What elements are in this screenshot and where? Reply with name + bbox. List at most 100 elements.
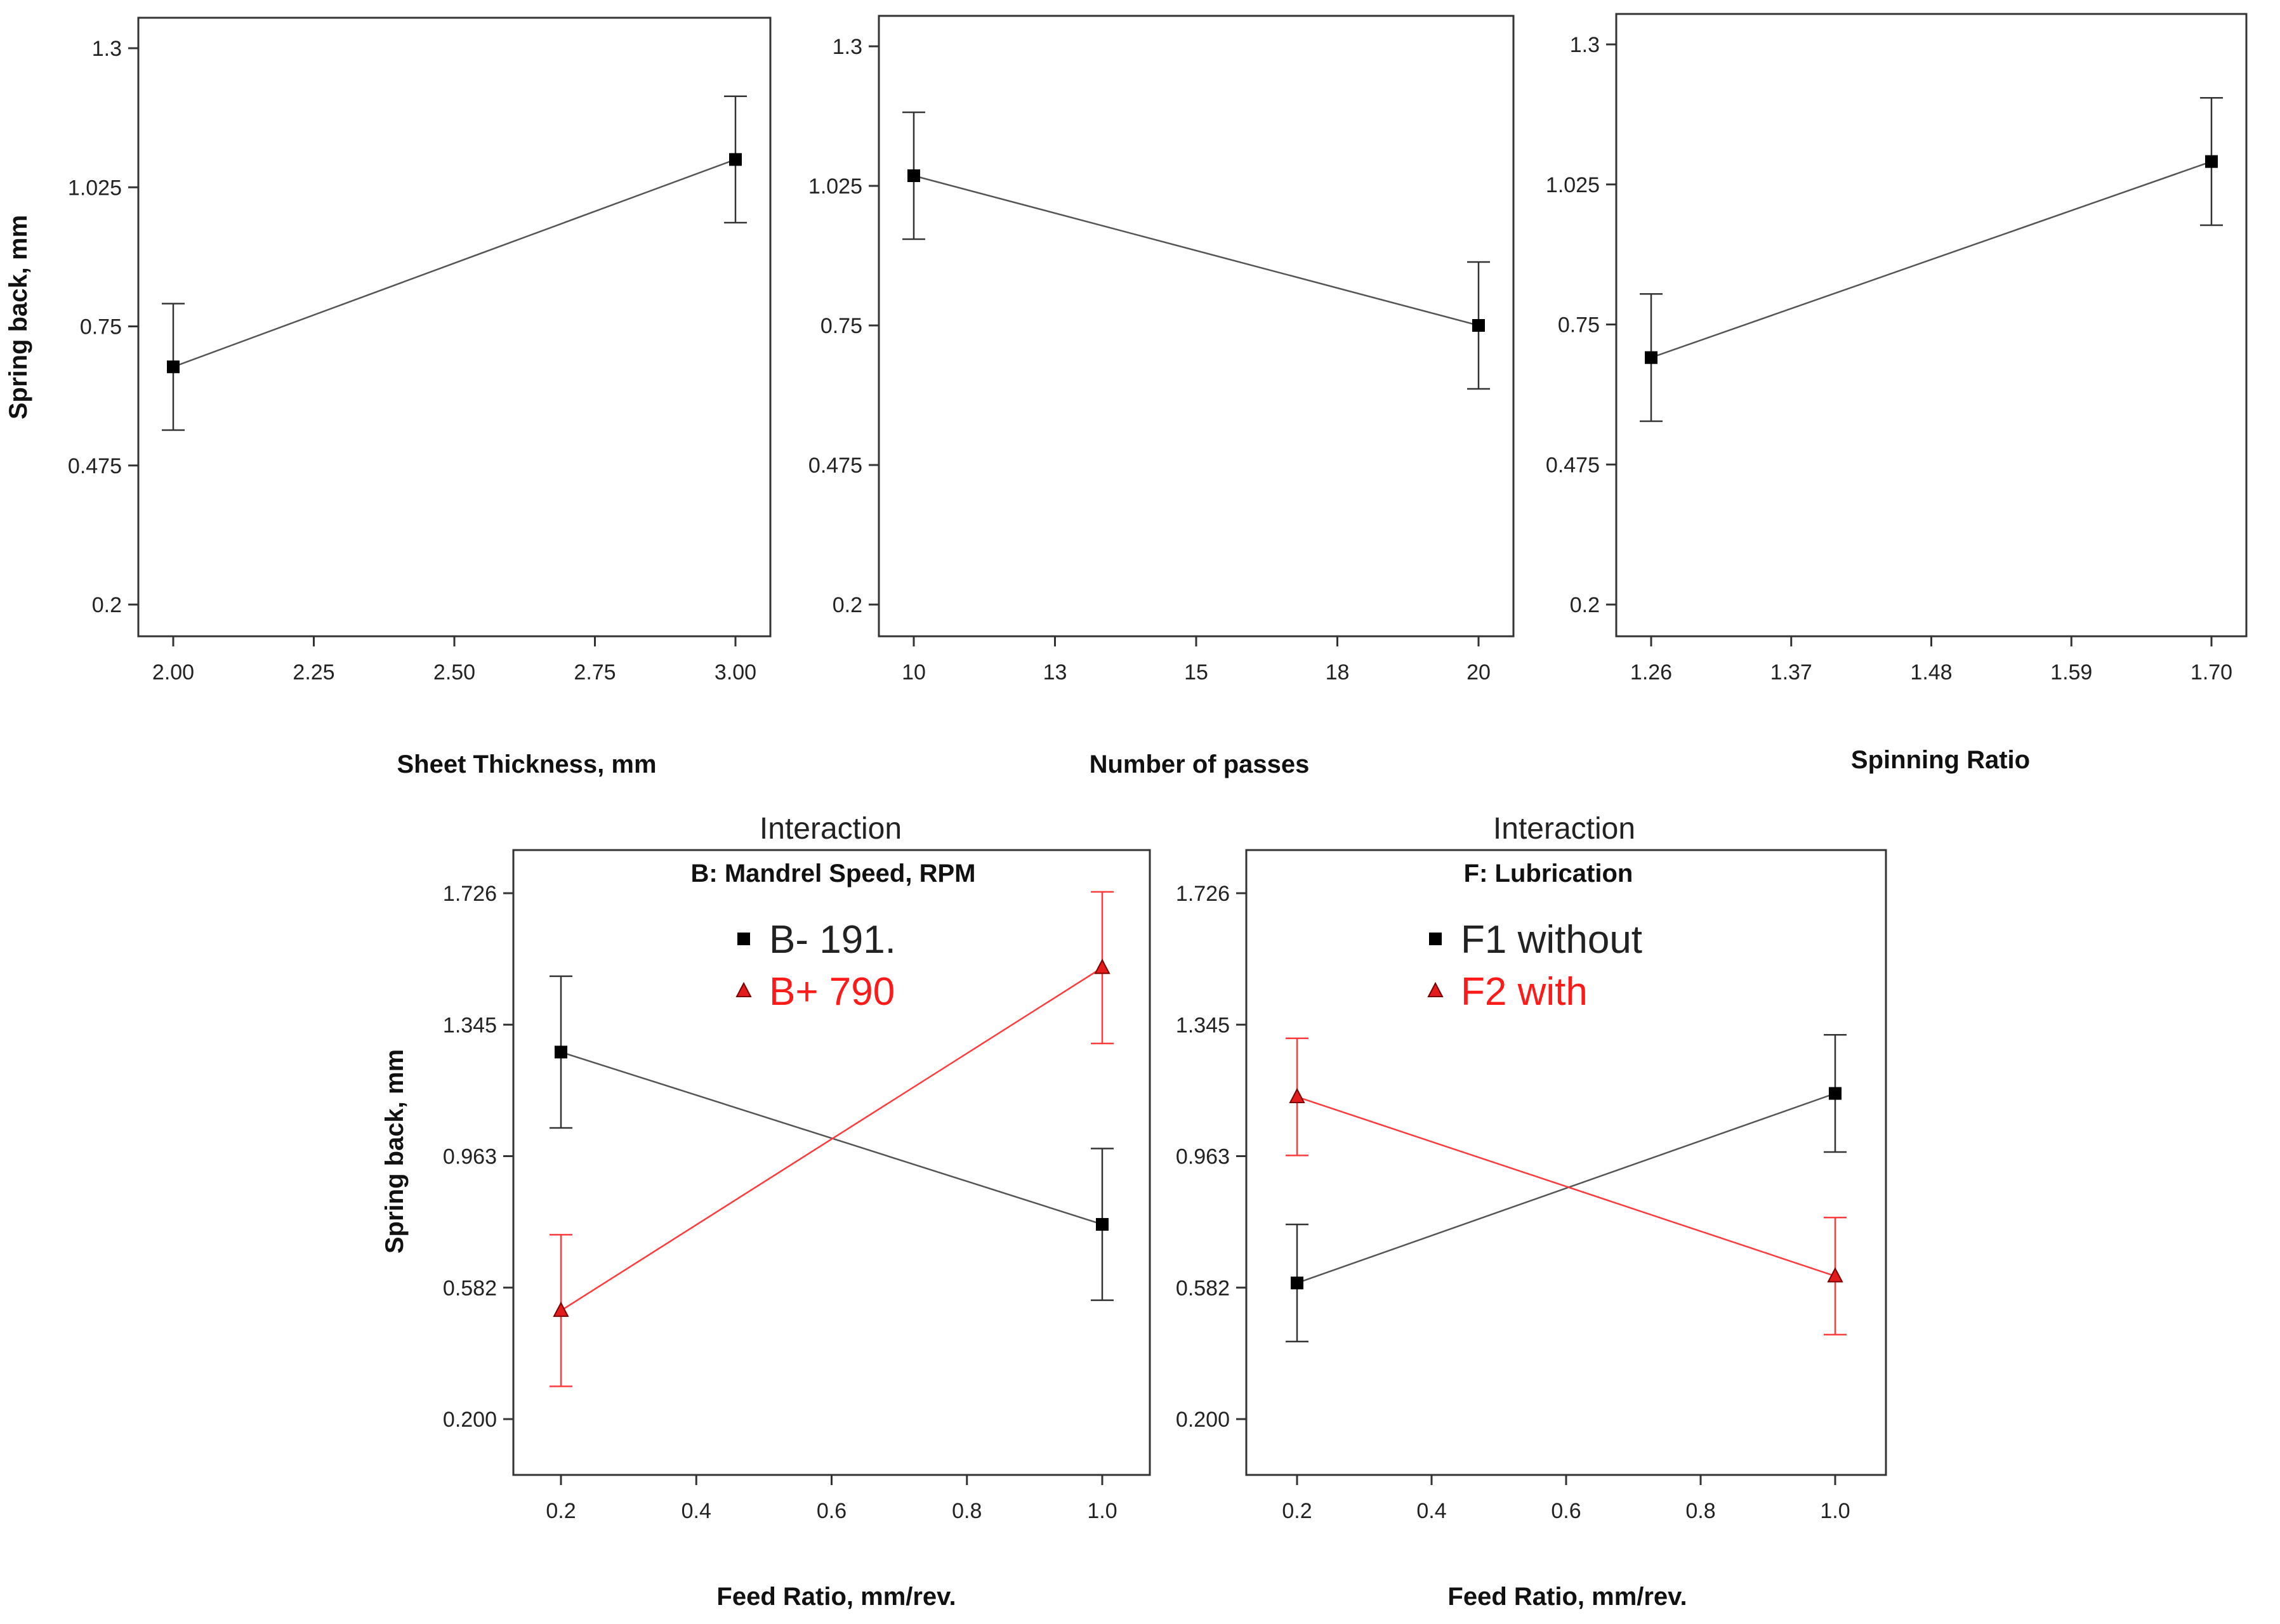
legend-marker — [1427, 981, 1444, 997]
x-axis-label: Feed Ratio, mm/rev. — [1447, 1583, 1687, 1611]
data-point-marker — [729, 153, 742, 166]
y-tick-label: 0.75 — [80, 315, 122, 339]
factor-subtitle: B: Mandrel Speed, RPM — [691, 860, 976, 887]
y-tick-label: 0.2 — [833, 593, 862, 617]
series-1 — [902, 111, 1490, 390]
legend-marker — [1429, 933, 1442, 945]
x-tick-label: 0.6 — [817, 1499, 847, 1523]
data-point-marker — [1645, 351, 1657, 364]
y-tick-label: 0.200 — [1176, 1408, 1230, 1432]
y-tick-label: 0.475 — [808, 454, 862, 478]
data-point-marker — [555, 1045, 567, 1059]
series-1 — [1640, 97, 2223, 422]
x-tick-label: 1.70 — [2191, 660, 2232, 684]
data-point-marker — [553, 1301, 569, 1317]
y-tick-label: 0.963 — [1176, 1145, 1230, 1169]
y-tick-label: 1.726 — [1176, 882, 1230, 906]
x-tick-label: 20 — [1466, 660, 1491, 684]
y-tick-label: 1.345 — [1176, 1013, 1230, 1037]
x-tick-label: 0.4 — [682, 1499, 711, 1523]
y-tick-label: 0.2 — [92, 593, 122, 617]
data-point-marker — [907, 169, 920, 182]
series-line — [1296, 1096, 1836, 1277]
x-tick-label: 13 — [1043, 660, 1067, 684]
y-tick-label: 0.963 — [443, 1145, 497, 1169]
chart-panel-1: 0.2 0.475 0.75 1.025 1.3 2.00 2.25 2.50 2.75 3.00… — [4, 16, 772, 778]
x-axis-label: Number of passes — [1090, 750, 1310, 778]
y-tick-label: 0.475 — [68, 454, 122, 478]
x-tick-label: 0.6 — [1551, 1499, 1581, 1523]
series-2 — [550, 891, 1114, 1387]
legend-marker — [735, 981, 752, 997]
data-point-marker — [1291, 1276, 1303, 1290]
series-line — [173, 159, 736, 368]
series-line — [560, 967, 1103, 1311]
data-point-marker — [1472, 319, 1485, 332]
y-tick-label: 1.3 — [92, 37, 122, 61]
chart-panel-2: 0.2 0.475 0.75 1.025 1.3 10 13 15 18 20 Number of … — [808, 15, 1515, 778]
x-tick-label: 3.00 — [715, 660, 756, 684]
x-tick-label: 1.0 — [1820, 1499, 1850, 1523]
x-axis-label: Feed Ratio, mm/rev. — [716, 1583, 956, 1611]
y-tick-label: 1.025 — [68, 176, 122, 200]
legend-marker — [737, 933, 750, 945]
y-tick-label: 0.200 — [443, 1408, 497, 1432]
legend-label: F1 without — [1461, 918, 1642, 962]
y-axis-label: Spring back, mm — [4, 215, 32, 419]
series-line — [1651, 160, 2212, 358]
legend-label: B- 191. — [769, 918, 896, 962]
y-tick-label: 1.025 — [808, 174, 862, 199]
legend-label: F2 with — [1461, 970, 1588, 1014]
x-tick-label: 2.75 — [574, 660, 616, 684]
x-tick-label: 1.59 — [2050, 660, 2092, 684]
x-tick-label: 0.2 — [546, 1499, 576, 1523]
y-tick-label: 1.726 — [443, 882, 497, 906]
plot-frame — [1615, 13, 2248, 638]
x-tick-label: 10 — [902, 660, 926, 684]
series-2 — [1286, 1037, 1847, 1336]
interaction-title: Interaction — [760, 812, 902, 846]
x-tick-label: 2.25 — [293, 660, 334, 684]
x-tick-label: 1.26 — [1630, 660, 1672, 684]
data-point-marker — [2205, 155, 2218, 168]
series-1 — [1286, 1034, 1847, 1343]
x-tick-label: 18 — [1326, 660, 1350, 684]
chart-panel-4: 0.200 0.582 0.963 1.345 1.726 0.2 0.4 0.6 0.8 1.0… — [381, 812, 1151, 1611]
chart-panel-3: 0.2 0.475 0.75 1.025 1.3 1.26 1.37 1.48 1.59 1.70… — [1546, 13, 2248, 774]
plot-frame — [878, 15, 1515, 638]
x-tick-label: 0.8 — [952, 1499, 982, 1523]
x-tick-label: 0.4 — [1416, 1499, 1446, 1523]
chart-panel-5: 0.200 0.582 0.963 1.345 1.726 0.2 0.4 0.6 0.8 1.0… — [1176, 812, 1887, 1611]
x-tick-label: 15 — [1184, 660, 1208, 684]
data-point-marker — [1289, 1087, 1305, 1104]
y-tick-label: 0.2 — [1570, 593, 1600, 617]
y-tick-label: 1.025 — [1546, 173, 1600, 197]
series-line — [1296, 1092, 1836, 1284]
y-axis-label: Spring back, mm — [381, 1049, 409, 1254]
y-tick-label: 0.75 — [820, 314, 862, 338]
plot-frame — [137, 16, 772, 638]
x-axis-label: Spinning Ratio — [1851, 746, 2030, 774]
factor-subtitle: F: Lubrication — [1464, 860, 1633, 887]
y-tick-label: 0.75 — [1558, 313, 1600, 337]
x-tick-label: 2.00 — [152, 660, 194, 684]
y-tick-label: 0.582 — [443, 1276, 497, 1300]
x-axis-label: Sheet Thickness, mm — [397, 750, 656, 778]
x-tick-label: 0.2 — [1282, 1499, 1312, 1523]
series-1 — [162, 95, 747, 431]
x-tick-label: 0.8 — [1685, 1499, 1715, 1523]
x-tick-label: 2.50 — [433, 660, 475, 684]
data-point-marker — [1827, 1267, 1843, 1283]
y-tick-label: 0.582 — [1176, 1276, 1230, 1300]
data-point-marker — [167, 360, 180, 374]
data-point-marker — [1829, 1087, 1842, 1100]
series-line — [913, 174, 1479, 327]
y-tick-label: 1.3 — [1570, 33, 1600, 57]
y-tick-label: 1.3 — [833, 35, 862, 59]
x-tick-label: 1.37 — [1770, 660, 1812, 684]
y-tick-label: 1.345 — [443, 1013, 497, 1037]
x-tick-label: 1.0 — [1087, 1499, 1117, 1523]
x-tick-label: 1.48 — [1910, 660, 1952, 684]
interaction-title: Interaction — [1493, 812, 1635, 846]
